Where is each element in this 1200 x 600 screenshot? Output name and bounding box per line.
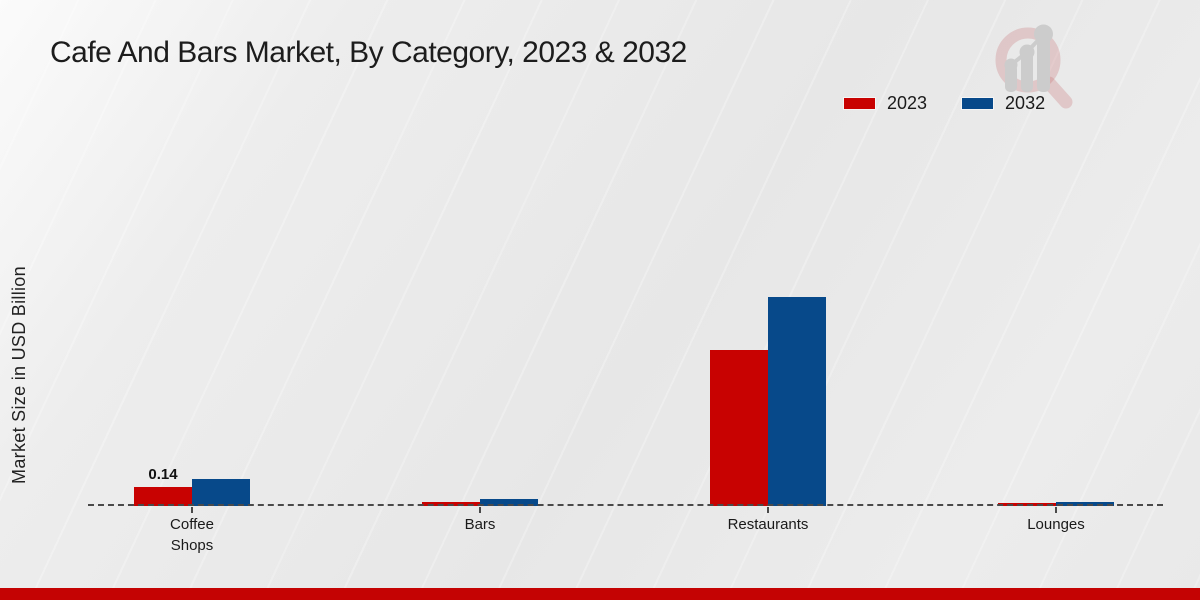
legend: 2023 2032 — [843, 93, 1045, 114]
legend-item-2023: 2023 — [843, 93, 927, 114]
x-axis-tick-bars — [479, 507, 481, 513]
category-label-coffee-shops: Coffee Shops — [170, 516, 214, 554]
bar-2032-coffee-shops — [192, 479, 250, 506]
x-axis-tick-restaurants — [767, 507, 769, 513]
legend-swatch-2023 — [843, 97, 876, 110]
legend-label-2032: 2032 — [1005, 93, 1046, 113]
x-axis-tick-lounges — [1055, 507, 1057, 513]
category-label-lounges: Lounges — [1027, 516, 1085, 533]
x-axis-tick-coffee-shops — [191, 507, 193, 513]
magnifier-chart-logo-icon — [995, 24, 1073, 109]
legend-swatch-2032 — [961, 97, 995, 110]
legend-label-2023: 2023 — [887, 93, 928, 113]
category-label-bars: Bars — [464, 516, 496, 533]
bar-2023-restaurants — [710, 350, 768, 506]
legend-item-2032: 2032 — [961, 93, 1045, 114]
chart-title: Cafe And Bars Market, By Category, 2023 … — [50, 36, 687, 69]
data-label-coffee-shops-2023: 0.14 — [148, 466, 178, 483]
bar-2023-coffee-shops — [134, 487, 192, 506]
footer-accent-bar — [0, 588, 1200, 600]
bar-2032-bars — [480, 499, 538, 506]
bar-2032-restaurants — [768, 297, 826, 506]
category-label-restaurants: Restaurants — [727, 516, 809, 533]
zero-baseline — [88, 504, 1163, 506]
